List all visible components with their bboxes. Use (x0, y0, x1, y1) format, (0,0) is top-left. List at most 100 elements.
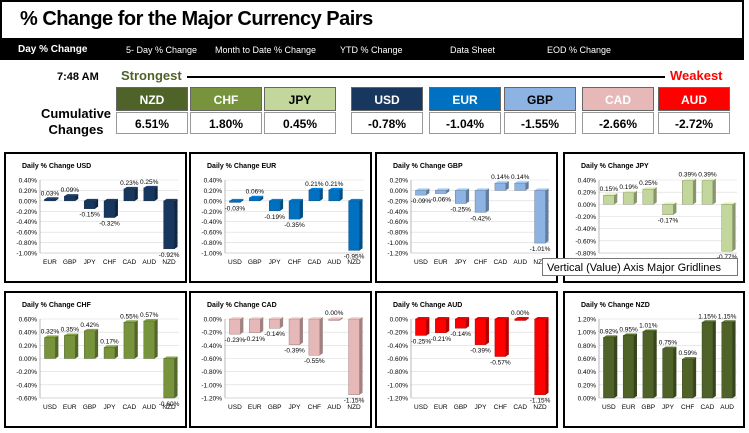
bar (662, 348, 674, 399)
bar (44, 199, 56, 202)
bar-cap (84, 198, 99, 201)
bar-side (614, 193, 618, 205)
chart-8[interactable]: Daily % Change NZD 1.20% 1.00% 0.80% 0.60% 0.… (563, 291, 745, 428)
bar-side (545, 188, 549, 244)
bar-side (339, 317, 343, 321)
chart-title: Daily % Change CAD (207, 302, 277, 309)
data-label: -0.21% (244, 336, 265, 343)
y-tick-label: -0.60% (16, 230, 37, 237)
bar-cap (623, 190, 637, 193)
data-label: -0.77% (717, 254, 738, 261)
bar (288, 318, 301, 345)
bar (642, 188, 654, 205)
data-label: -0.42% (470, 215, 491, 222)
bar-cap (143, 185, 158, 188)
data-label: -0.17% (658, 218, 679, 225)
currency-value-aud: -2.72% (658, 112, 730, 134)
y-tick-label: 0.00% (390, 317, 409, 324)
data-label: -0.03% (225, 205, 246, 212)
bar-cap (534, 317, 549, 319)
y-tick-label: 0.60% (19, 317, 38, 324)
y-tick-label: -0.60% (201, 230, 222, 237)
y-tick-label: -1.00% (387, 382, 408, 389)
bar-side (614, 335, 618, 398)
y-tick-label: -0.60% (387, 356, 408, 363)
y-tick-label: 1.20% (578, 317, 597, 324)
y-tick-label: -0.20% (575, 214, 596, 221)
bar (64, 195, 76, 202)
tab-eod-change[interactable]: EOD % Change (547, 45, 612, 55)
chart-title: Daily % Change USD (22, 163, 91, 170)
data-label: 0.21% (325, 181, 344, 188)
bar-side (653, 187, 657, 205)
bar-side (114, 345, 118, 359)
y-tick-label: 0.00% (19, 356, 38, 363)
bar-side (712, 320, 716, 398)
bar-side (545, 317, 549, 395)
bar-cap (269, 198, 284, 201)
tab-5-day-change[interactable]: 5- Day % Change (126, 45, 198, 55)
chart-svg: Daily % Change CHF 0.60% 0.40% 0.20% 0.00% -0… (16, 302, 180, 411)
bar-cap (229, 317, 244, 319)
chart-7[interactable]: Daily % Change AUD 0.00% -0.20% -0.40% -0.60… (375, 291, 558, 428)
bar-cap (494, 317, 509, 319)
data-label: 0.25% (639, 180, 658, 187)
weakest-label: Weakest (670, 68, 723, 83)
x-tick-label: JPY (455, 259, 468, 266)
x-tick-label: GBP (454, 404, 468, 411)
data-label: 0.39% (678, 172, 697, 179)
data-label: 0.17% (100, 338, 119, 345)
bar-cap (702, 320, 716, 323)
bar-cap (308, 187, 323, 190)
tab-data-sheet[interactable]: Data Sheet (450, 45, 496, 55)
x-tick-label: GBP (641, 404, 655, 411)
bar (415, 190, 427, 196)
bar (435, 318, 447, 334)
y-tick-label: -1.00% (16, 251, 37, 258)
chart-svg: Daily % Change USD 0.40% 0.20% 0.00% -0.20% -… (16, 163, 179, 266)
chart-3[interactable]: Daily % Change GBP 0.20% 0.00% -0.20% -0.40%… (375, 152, 558, 283)
bar-side (446, 188, 450, 194)
bar (721, 322, 733, 399)
y-tick-label: -1.00% (201, 251, 222, 258)
y-tick-label: 0.40% (204, 178, 223, 185)
bar-side (339, 187, 343, 201)
data-label: 0.75% (659, 340, 678, 347)
bar (288, 200, 301, 220)
bar (44, 337, 56, 359)
tab-day-change[interactable]: Day % Change (18, 44, 88, 55)
x-tick-label: NZD (533, 259, 547, 266)
bar-side (653, 329, 657, 398)
bar (494, 318, 507, 357)
data-label: -1.01% (530, 246, 551, 253)
chart-6[interactable]: Daily % Change CAD 0.00% -0.20% -0.40% -0.60… (189, 291, 372, 428)
x-tick-label: AUD (513, 259, 527, 266)
tab-ytd-change[interactable]: YTD % Change (340, 45, 403, 55)
data-label: -1.15% (530, 398, 551, 405)
bar-cap (269, 317, 284, 319)
bar-cap (603, 335, 618, 338)
bar (83, 200, 96, 209)
bar (435, 190, 447, 194)
data-label: 0.06% (246, 189, 265, 196)
bar-cap (163, 198, 178, 201)
bar-side (95, 198, 99, 209)
bar-cap (289, 198, 303, 201)
chart-1[interactable]: Daily % Change USD 0.40% 0.20% 0.00% -0.20% -… (4, 152, 187, 283)
bar-cap (84, 328, 99, 331)
bar-cap (662, 202, 677, 205)
bar-cap (682, 178, 697, 181)
tab-month-to-date-change[interactable]: Month to Date % Change (215, 45, 317, 55)
y-tick-label: -0.80% (575, 251, 596, 258)
y-tick-label: -0.80% (16, 240, 37, 247)
data-label: -0.60% (159, 401, 180, 408)
bar-cap (249, 317, 264, 319)
bar-side (174, 198, 178, 249)
x-tick-label: GBP (63, 259, 77, 266)
chart-2[interactable]: Daily % Change EUR 0.40% 0.20% 0.00% -0.20% -… (189, 152, 372, 283)
data-label: 0.95% (619, 326, 638, 333)
chart-5[interactable]: Daily % Change CHF 0.60% 0.40% 0.20% 0.00% -0… (4, 291, 187, 428)
x-tick-label: CAD (701, 404, 715, 411)
title-bar: % Change for the Major Currency Pairs (0, 0, 744, 40)
bar-cap (415, 317, 430, 319)
